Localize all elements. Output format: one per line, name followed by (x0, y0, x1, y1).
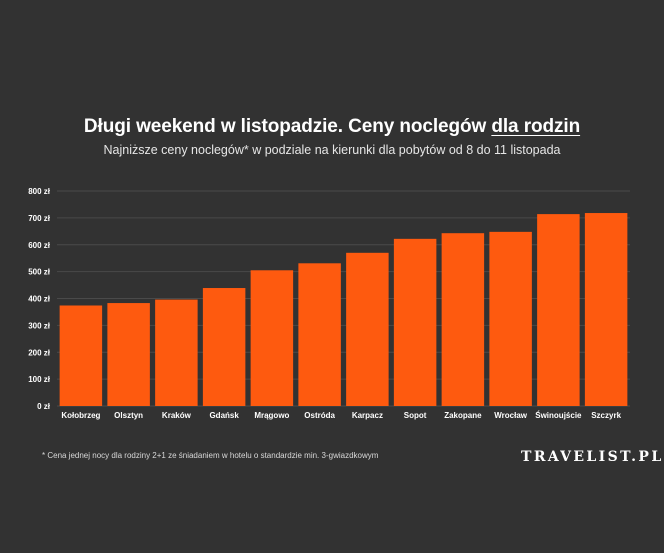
chart-title-highlight: dla rodzin (491, 116, 581, 137)
y-tick-label: 500 zł (28, 268, 51, 277)
chart-title-main: Długi weekend w listopadzie. Ceny nocleg… (83, 116, 492, 137)
travelist-logo: TRAVELIST.PL (521, 449, 664, 465)
bar (489, 231, 532, 406)
x-tick-label: Karpacz (352, 411, 383, 420)
bar (59, 305, 103, 406)
bar (441, 233, 485, 406)
y-tick-label: 100 zł (28, 375, 51, 384)
x-tick-label: Szczyrk (591, 411, 621, 420)
chart-subtitle: Najniższe ceny noclegów* w podziale na k… (103, 143, 561, 157)
y-tick-label: 200 zł (28, 348, 51, 357)
x-tick-label: Ostróda (304, 411, 335, 420)
footnote: * Cena jednej nocy dla rodziny 2+1 ze śn… (42, 451, 379, 460)
x-tick-label: Wrocław (494, 411, 528, 420)
y-tick-label: 600 zł (28, 241, 51, 250)
bar (298, 263, 341, 406)
y-tick-label: 800 zł (28, 187, 51, 196)
bar (107, 303, 150, 406)
x-tick-label: Kraków (162, 411, 192, 420)
y-tick-label: 400 zł (28, 295, 51, 304)
bar (155, 299, 198, 406)
bar (393, 238, 437, 406)
y-tick-label: 700 zł (28, 214, 51, 223)
bar (346, 252, 389, 406)
bar (250, 270, 294, 406)
x-tick-label: Olsztyn (114, 411, 143, 420)
y-tick-label: 0 zł (37, 402, 51, 411)
bar (537, 214, 580, 406)
x-tick-label: Zakopane (444, 411, 482, 420)
x-tick-label: Świnoujście (535, 411, 582, 420)
bar (202, 288, 246, 406)
chart-title: Długi weekend w listopadzie. Ceny nocleg… (0, 116, 664, 138)
x-tick-label: Kołobrzeg (61, 411, 100, 420)
y-tick-label: 300 zł (28, 321, 51, 330)
x-tick-label: Sopot (404, 411, 427, 420)
bar (584, 213, 628, 406)
x-tick-label: Mrągowo (254, 411, 289, 420)
x-tick-label: Gdańsk (209, 411, 239, 420)
